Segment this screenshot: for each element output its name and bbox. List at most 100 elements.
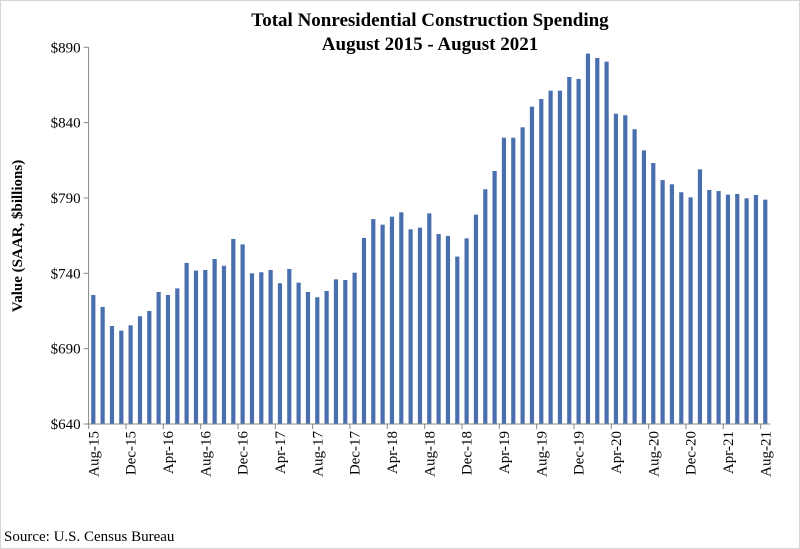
x-tick-label: Aug-19: [534, 431, 550, 477]
bar: [641, 150, 647, 425]
bar: [613, 113, 619, 424]
bar: [688, 197, 693, 424]
bar: [268, 270, 273, 424]
bar: [137, 316, 143, 424]
y-tick-label: $890: [51, 40, 81, 56]
x-tick-label: Dec-17: [348, 431, 364, 476]
bar: [557, 90, 563, 425]
bar: [231, 238, 236, 424]
bar: [473, 214, 479, 424]
bar: [669, 184, 675, 424]
bar: [305, 292, 311, 424]
bar: [464, 238, 469, 424]
bar: [156, 292, 161, 424]
bar: [287, 268, 292, 424]
y-axis: $640 $690 $740 $790 $840 $890: [51, 40, 90, 433]
bar: [221, 265, 227, 424]
x-tick-label: Apr-19: [497, 431, 513, 474]
x-tick-label: Dec-18: [460, 431, 476, 475]
x-tick-label: Aug-17: [310, 431, 326, 477]
bar: [259, 272, 264, 424]
x-tick-label: Dec-15: [124, 431, 140, 475]
bar: [735, 193, 740, 424]
bar: [492, 171, 497, 424]
bar: [249, 273, 255, 424]
bar: [352, 272, 357, 424]
x-tick-label: Dec-20: [684, 431, 700, 475]
chart-title: Total Nonresidential Construction Spendi…: [251, 10, 609, 31]
bar: [632, 129, 637, 425]
x-tick-label: Apr-16: [161, 431, 177, 475]
x-tick-label: Apr-21: [721, 431, 737, 474]
bar: [623, 115, 628, 424]
bar: [417, 227, 423, 424]
bar: [100, 306, 105, 424]
y-tick-label: $640: [51, 417, 81, 433]
bar: [707, 189, 712, 424]
bar: [277, 283, 283, 424]
bar: [660, 180, 665, 424]
x-tick-label: Dec-19: [572, 431, 588, 475]
bar: [128, 325, 133, 424]
bar: [763, 199, 768, 424]
bar: [165, 295, 171, 424]
x-tick-label: Apr-17: [273, 431, 289, 475]
bar: [389, 216, 395, 424]
x-tick-label: Aug-20: [646, 431, 662, 477]
y-tick-label: $690: [51, 342, 81, 358]
bar: [175, 288, 180, 424]
chart-subtitle: August 2015 - August 2021: [322, 34, 538, 55]
bar: [333, 279, 339, 424]
bar: [193, 270, 199, 424]
bar: [380, 224, 385, 424]
bar: [184, 262, 189, 424]
y-tick-label: $840: [51, 116, 81, 132]
bar: [576, 78, 581, 424]
bar: [445, 235, 451, 424]
x-tick-label: Aug-15: [86, 431, 102, 477]
bar: [529, 106, 535, 425]
bar: [436, 233, 441, 424]
bar: [212, 259, 217, 424]
bar: [240, 244, 245, 424]
bar: [567, 76, 572, 425]
bar: [520, 127, 525, 424]
y-tick-label: $740: [51, 266, 81, 282]
bar: [91, 295, 96, 424]
bar: [604, 61, 609, 425]
bar: [119, 330, 124, 424]
bar: [483, 189, 488, 424]
x-tick-label: Dec-16: [236, 431, 252, 476]
bar: [651, 163, 656, 424]
bar: [716, 191, 721, 424]
bar: [343, 279, 348, 424]
x-axis: Aug-15 Dec-15 Apr-16 Aug-16 Dec-16 Apr-17 Aug-…: [86, 423, 774, 477]
bar: [501, 137, 507, 424]
x-tick-label: Apr-18: [385, 431, 401, 474]
bar: [595, 57, 600, 424]
bar: [585, 53, 591, 424]
bar: [511, 137, 516, 424]
bar: [697, 169, 703, 424]
y-tick-label: $790: [51, 191, 81, 207]
bar: [147, 310, 152, 424]
bar: [361, 237, 367, 424]
bar: [324, 290, 329, 424]
bar: [753, 194, 759, 424]
bar: [427, 213, 432, 424]
x-tick-label: Aug-21: [758, 431, 774, 477]
bar: [203, 270, 208, 424]
bars: [91, 53, 768, 425]
bar: [109, 326, 115, 424]
bar: [679, 192, 684, 424]
bar: [371, 219, 376, 424]
bar: [744, 198, 749, 424]
bar: [548, 90, 553, 425]
bar: [399, 212, 404, 424]
source-note: Source: U.S. Census Bureau: [4, 529, 175, 545]
x-tick-label: Aug-18: [422, 431, 438, 477]
x-tick-label: Aug-16: [198, 431, 214, 477]
bar: [296, 282, 301, 424]
y-axis-label: Value (SAAR, $billions): [10, 160, 26, 312]
